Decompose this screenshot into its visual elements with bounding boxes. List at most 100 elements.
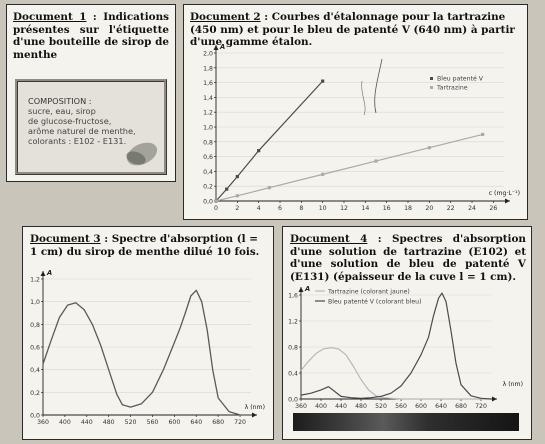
composition-line: colorants : E102 - E131. — [28, 136, 127, 146]
x-tick-label: 16 — [383, 205, 391, 212]
legend-entry: Bleu patenté V (colorant bleu) — [328, 298, 421, 306]
x-tick-label: 24 — [468, 205, 476, 212]
visible-spectrum-band — [293, 413, 519, 431]
x-tick-label: 600 — [415, 403, 427, 410]
x-tick-label: 26 — [489, 205, 497, 212]
tartrazine-line — [215, 133, 483, 202]
tartrazine-point — [267, 186, 271, 190]
document-4-title: Document 4 : Spectres d'absorption d'une… — [290, 233, 526, 283]
document-3-panel: Document 3 : Spectre d'absorption (l = 1… — [22, 226, 274, 440]
bleu-patente-point — [235, 174, 239, 179]
composition-label: COMPOSITION : sucre, eau, sirop de gluco… — [15, 79, 167, 175]
y-tick-label: 1,0 — [30, 299, 40, 306]
y-tick-label: 1,2 — [30, 277, 40, 284]
legend-entry: Tartrazine — [436, 85, 468, 92]
x-tick-label: 600 — [168, 419, 180, 426]
x-tick-label: 6 — [278, 205, 282, 212]
legend-marker — [430, 77, 433, 80]
tartrazine-point — [427, 146, 431, 150]
y-axis-arrow — [298, 287, 304, 292]
y-axis-label: A — [219, 43, 225, 51]
bleu-patente-point — [257, 149, 261, 153]
document-4-title-text: : Spectres d'absorption d'une solution d… — [290, 233, 526, 283]
x-axis-arrow — [492, 396, 497, 402]
tartrazine-point — [481, 132, 485, 136]
y-tick-label: 1,0 — [203, 125, 213, 132]
document-1-panel: Document 1 : Indications présentes sur l… — [6, 4, 176, 182]
x-tick-label: 10 — [319, 205, 327, 212]
dye-spectra-chart: 0,0 0,4 0,8 1,2 1,6 360 400 440 480 520 560 600 640 6… — [288, 285, 523, 410]
pencil-mark — [374, 58, 383, 114]
y-tick-label: 0,4 — [288, 371, 298, 378]
document-1-label: Document 1 — [13, 11, 87, 23]
x-tick-label: 2 — [235, 205, 239, 212]
bleu-patente-point — [225, 187, 229, 191]
y-tick-label: 1,6 — [203, 80, 213, 87]
x-tick-label: 680 — [212, 419, 224, 426]
x-tick-label: 14 — [361, 205, 369, 212]
tartrazine-point — [235, 194, 239, 198]
y-tick-label: 1,6 — [288, 293, 298, 300]
bleu-patente-spectrum-line — [300, 292, 492, 400]
x-tick-label: 18 — [404, 205, 412, 212]
syrup-spectrum-chart: 0,0 0,2 0,4 0,6 0,8 1,0 1,2 360 400 440 480 520 560 6… — [30, 269, 265, 426]
x-tick-label: 720 — [475, 403, 487, 410]
x-tick-label: 480 — [355, 403, 367, 410]
y-tick-label: 0,8 — [203, 139, 213, 146]
y-tick-label: 0,4 — [203, 169, 213, 176]
pencil-mark — [361, 80, 366, 116]
tartrazine-point — [214, 199, 218, 203]
legend-entry: Bleu patenté V — [437, 75, 484, 83]
tartrazine-point — [321, 172, 325, 176]
document-3-title-text: : Spectre d'absorption (l = 1 cm) du sir… — [30, 233, 260, 258]
x-axis-arrow — [505, 198, 510, 204]
bleu-patente-point — [321, 79, 325, 83]
y-tick-label: 0,0 — [288, 397, 298, 404]
x-tick-label: 4 — [257, 205, 261, 212]
x-tick-label: 520 — [375, 403, 387, 410]
document-3-title: Document 3 : Spectre d'absorption (l = 1… — [30, 233, 268, 258]
y-tick-label: 0,8 — [288, 345, 298, 352]
y-tick-label: 2,0 — [203, 51, 213, 58]
x-tick-label: 560 — [395, 403, 407, 410]
document-3-label: Document 3 — [30, 233, 101, 245]
composition-line: de glucose-fructose, — [28, 116, 112, 126]
x-axis-label: λ (nm) — [245, 404, 265, 411]
x-tick-label: 0 — [214, 205, 218, 212]
document-4-panel: Document 4 : Spectres d'absorption d'une… — [282, 226, 532, 440]
tartrazine-spectrum-line — [300, 347, 491, 400]
composition-line: arôme naturel de menthe, — [28, 126, 136, 136]
document-1-title-text: : Indications présentes sur l'étiquette … — [13, 11, 169, 61]
bleu-patente-line — [215, 80, 324, 202]
y-tick-label: 0,0 — [30, 413, 40, 420]
y-tick-label: 0,8 — [30, 322, 40, 329]
x-tick-label: 22 — [447, 205, 455, 212]
x-tick-label: 680 — [455, 403, 467, 410]
x-tick-label: 560 — [147, 419, 159, 426]
legend-entry: Tartrazine (colorant jaune) — [327, 289, 410, 296]
y-tick-label: 0,4 — [30, 367, 40, 374]
document-2-title: Document 2 : Courbes d'étalonnage pour l… — [190, 11, 520, 49]
y-axis-label: A — [304, 285, 310, 293]
x-tick-label: 720 — [234, 419, 246, 426]
document-1-title: Document 1 : Indications présentes sur l… — [13, 11, 169, 61]
x-axis-label: λ (nm) — [503, 381, 523, 388]
composition-text: COMPOSITION : sucre, eau, sirop de gluco… — [28, 96, 136, 146]
x-tick-label: 360 — [37, 419, 49, 426]
x-tick-label: 400 — [59, 419, 71, 426]
y-tick-label: 1,4 — [203, 95, 213, 102]
y-tick-label: 0,2 — [30, 390, 40, 397]
x-tick-label: 20 — [425, 205, 433, 212]
x-tick-label: 400 — [315, 403, 327, 410]
x-tick-label: 640 — [190, 419, 202, 426]
y-tick-label: 1,2 — [203, 110, 213, 117]
y-tick-label: 1,2 — [288, 319, 298, 326]
y-tick-label: 0,2 — [203, 184, 213, 191]
composition-line: sucre, eau, sirop — [28, 106, 96, 116]
y-axis-label: A — [46, 269, 52, 277]
x-tick-label: 480 — [103, 419, 115, 426]
document-2-title-text: : Courbes d'étalonnage pour la tartrazin… — [190, 11, 515, 49]
composition-title: COMPOSITION : — [28, 96, 92, 106]
calibration-chart: 0,00,20,40,60,81,01,21,41,61,82,00 2 4 6 8 10… — [203, 43, 520, 212]
x-tick-label: 440 — [81, 419, 93, 426]
